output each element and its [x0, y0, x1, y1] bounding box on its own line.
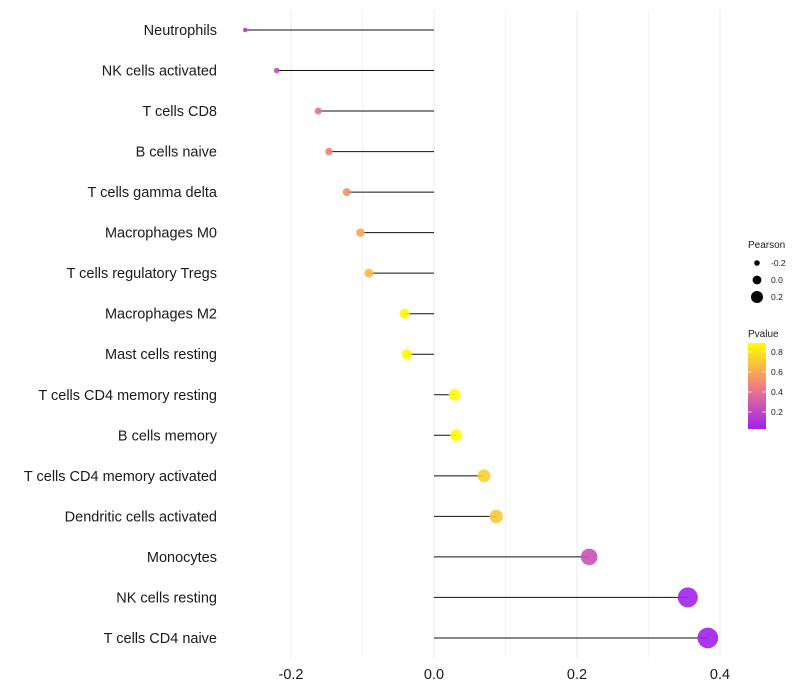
lollipop-point	[677, 587, 698, 608]
lollipop-point	[697, 627, 719, 649]
y-tick-label: T cells CD8	[142, 104, 217, 120]
x-tick-label: 0.4	[710, 667, 730, 683]
lollipop-point	[450, 429, 463, 442]
y-tick-label: Macrophages M2	[105, 307, 217, 323]
lollipop-point	[273, 67, 280, 74]
lollipop-point	[448, 388, 461, 401]
y-tick-label: Neutrophils	[144, 23, 217, 39]
size-legend-key	[751, 291, 763, 303]
x-tick-label: 0.2	[567, 667, 587, 683]
y-tick-label: T cells CD4 naive	[104, 631, 217, 647]
y-axis-labels: Neutrophils NK cells activated T cells CD8…	[24, 23, 218, 647]
y-tick-label: NK cells resting	[116, 590, 217, 606]
colorbar-label: 0.2	[771, 407, 783, 417]
y-tick-label: T cells CD4 memory activated	[24, 469, 217, 485]
lollipop-point	[364, 268, 374, 278]
lollipop-points	[242, 27, 719, 649]
y-tick-label: T cells CD4 memory resting	[38, 388, 217, 404]
pearson-size-legend: Pearson -0.2 0.0 0.2	[748, 240, 786, 303]
lollipop-point	[401, 349, 412, 360]
size-legend-key	[754, 260, 760, 266]
size-legend-key	[752, 275, 762, 285]
x-axis-labels: -0.2 0.0 0.2 0.4	[279, 667, 731, 683]
lollipop-point	[356, 228, 365, 237]
size-legend-label: 0.0	[771, 275, 783, 285]
y-tick-label: Monocytes	[147, 550, 217, 566]
colorbar-label: 0.4	[771, 387, 783, 397]
lollipop-point	[314, 107, 322, 115]
y-tick-label: Mast cells resting	[105, 347, 217, 363]
size-legend-label: -0.2	[771, 258, 786, 268]
lollipop-point	[477, 469, 491, 483]
pvalue-legend-title: Pvalue	[748, 329, 779, 340]
lollipop-point	[399, 308, 410, 319]
colorbar-label: 0.6	[771, 367, 783, 377]
y-tick-label: T cells regulatory Tregs	[67, 266, 217, 282]
pvalue-colorbar	[748, 343, 766, 429]
lollipop-point	[242, 27, 248, 33]
lollipop-point	[580, 548, 598, 566]
colorbar-label: 0.8	[771, 347, 783, 357]
y-tick-label: Dendritic cells activated	[65, 509, 217, 525]
y-tick-label: T cells gamma delta	[88, 185, 218, 201]
y-tick-label: NK cells activated	[102, 64, 217, 80]
y-tick-label: Macrophages M0	[105, 226, 217, 242]
y-tick-label: B cells memory	[118, 428, 218, 444]
x-tick-label: -0.2	[279, 667, 304, 683]
lollipop-point	[325, 147, 333, 156]
x-tick-label: 0.0	[424, 667, 444, 683]
lollipop-point	[342, 188, 351, 197]
lollipop-point	[489, 509, 503, 524]
lollipop-segments	[245, 29, 708, 639]
pearson-legend-title: Pearson	[748, 240, 785, 251]
grid-lines	[290, 10, 721, 658]
size-legend-label: 0.2	[771, 292, 783, 302]
pvalue-color-legend: Pvalue 0.2 0.4 0.6 0.8	[748, 329, 783, 429]
y-tick-label: B cells naive	[136, 145, 217, 161]
